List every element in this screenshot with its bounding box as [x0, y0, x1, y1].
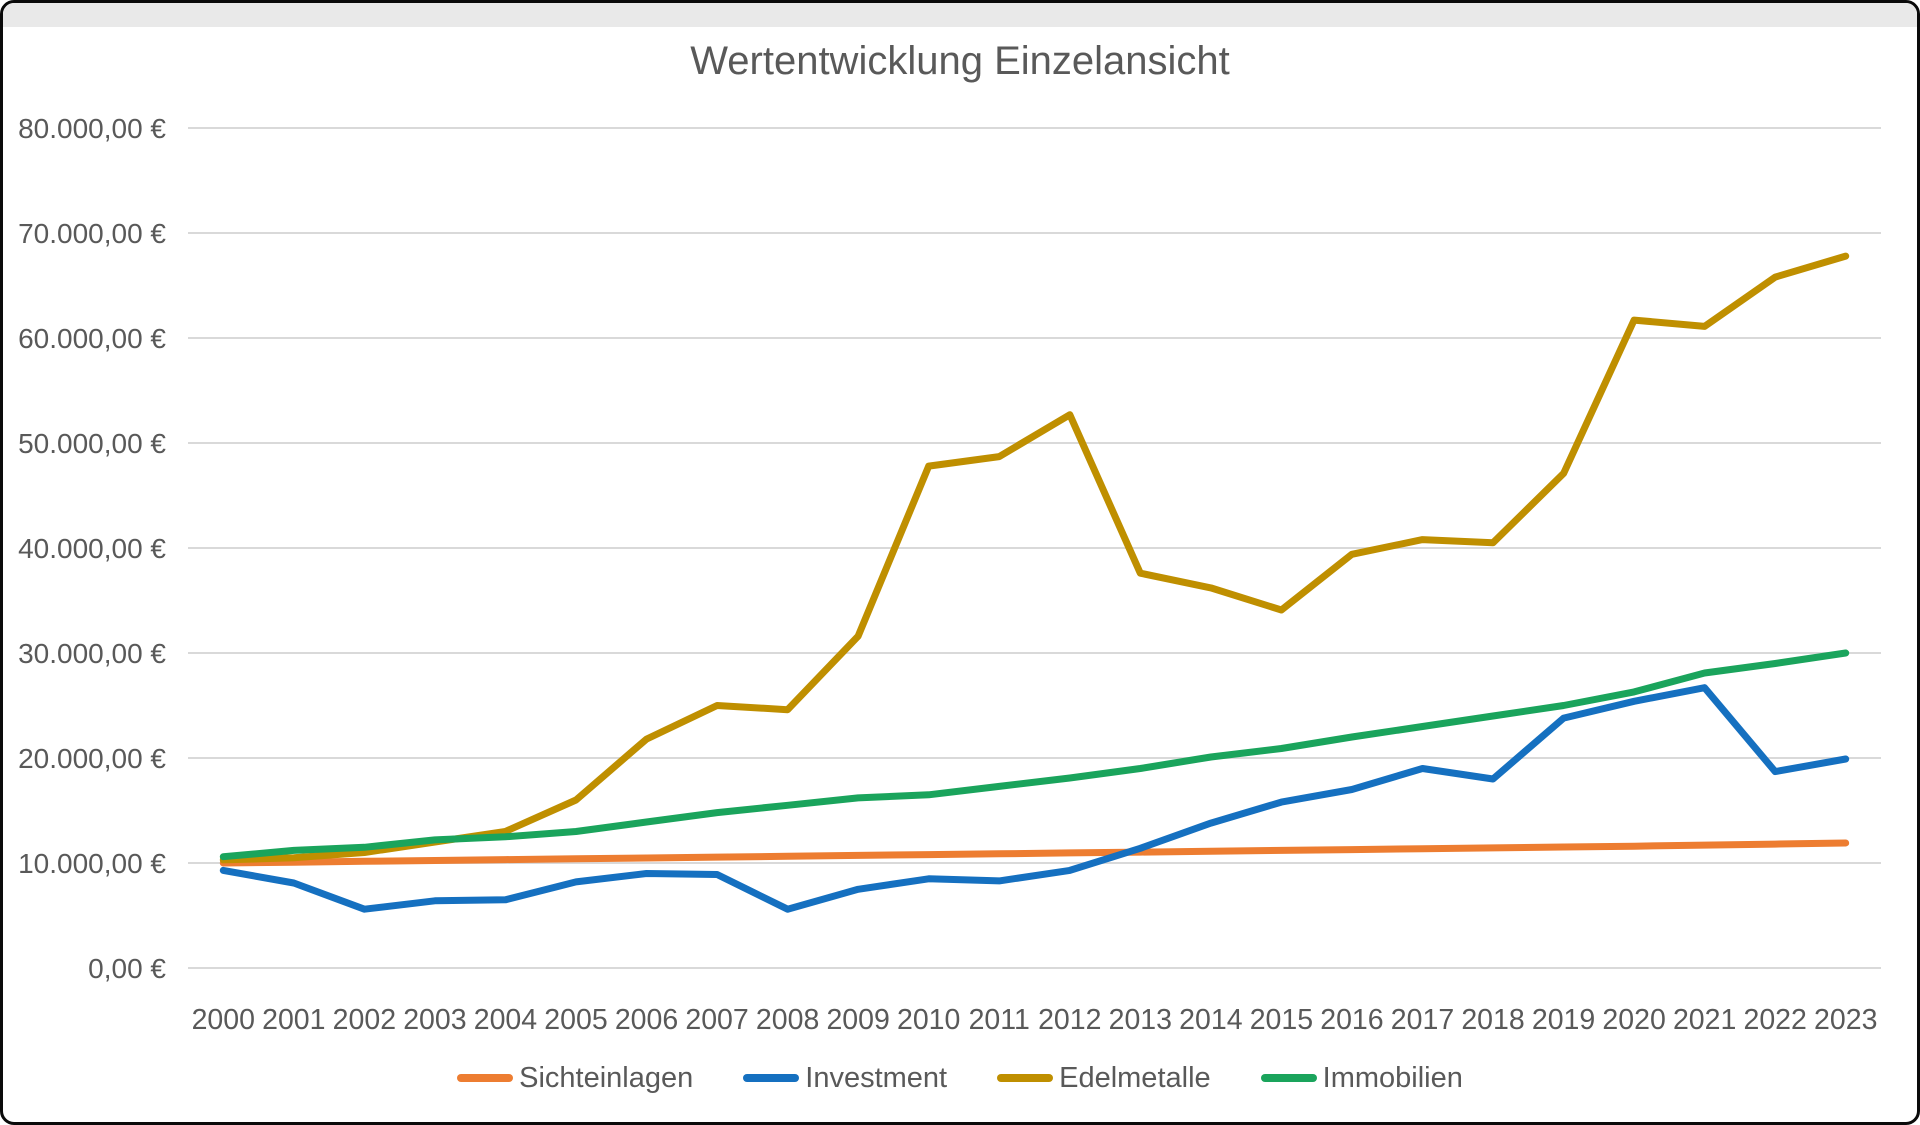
chart-title: Wertentwicklung Einzelansicht — [690, 39, 1230, 83]
x-axis-year-label: 2018 — [1461, 1004, 1524, 1036]
x-axis-year-label: 2021 — [1673, 1004, 1736, 1036]
x-axis-year-label: 2004 — [474, 1004, 538, 1036]
series-line-investment — [219, 684, 1850, 913]
x-axis-year-label: 2010 — [897, 1004, 960, 1036]
legend-item-edelmetalle: Edelmetalle — [997, 1062, 1211, 1095]
legend-label: Sichteinlagen — [519, 1061, 694, 1094]
legend-color-dash — [743, 1074, 800, 1082]
legend-item-investment: Investment — [743, 1062, 947, 1095]
x-axis-year-label: 2016 — [1320, 1004, 1383, 1036]
y-axis-tick-label: 40.000,00 € — [18, 533, 166, 564]
series-line-edelmetalle — [219, 252, 1850, 864]
x-axis-year-label: 2022 — [1743, 1004, 1806, 1036]
x-axis-year-label: 2017 — [1391, 1004, 1454, 1036]
y-axis-tick-label: 80.000,00 € — [18, 113, 166, 144]
x-axis-year-label: 2008 — [756, 1004, 819, 1036]
legend-color-dash — [457, 1074, 514, 1082]
legend-label: Edelmetalle — [1059, 1061, 1211, 1094]
x-axis-year-label: 2009 — [826, 1004, 889, 1036]
y-axis-tick-label: 60.000,00 € — [18, 323, 166, 354]
x-axis-year-label: 2002 — [333, 1004, 396, 1036]
series-line-immobilien — [219, 649, 1850, 861]
x-axis-year-label: 2014 — [1179, 1004, 1243, 1036]
line-chart-plot: 0,00 € 10.000,00 € 20.000,00 € 30.000,00 € 4… — [18, 113, 1881, 1036]
x-axis-year-label: 2005 — [544, 1004, 607, 1036]
x-axis-year-label: 2020 — [1602, 1004, 1665, 1036]
x-axis-year-label: 2023 — [1814, 1004, 1877, 1036]
legend-color-dash — [997, 1074, 1054, 1082]
x-axis-year-label: 2003 — [403, 1004, 466, 1036]
y-axis-tick-label: 10.000,00 € — [18, 848, 166, 879]
legend-color-dash — [1260, 1074, 1317, 1082]
x-axis-year-label: 2001 — [262, 1004, 325, 1036]
y-axis-tick-label: 50.000,00 € — [18, 428, 166, 459]
x-axis-year-label: 2000 — [192, 1004, 255, 1036]
y-axis-tick-label: 70.000,00 € — [18, 218, 166, 249]
x-axis-year-label: 2007 — [685, 1004, 748, 1036]
legend-item-immobilien: Immobilien — [1260, 1061, 1463, 1095]
y-axis-tick-label: 0,00 € — [88, 953, 166, 984]
x-axis-year-label: 2011 — [969, 1004, 1030, 1036]
legend-label: Investment — [805, 1061, 948, 1094]
y-axis-tick-label: 20.000,00 € — [18, 743, 166, 774]
y-axis-tick-label: 30.000,00 € — [18, 638, 166, 669]
window-top-strip — [3, 3, 1917, 27]
chart-legend: Sichteinlagen Investment Edelmetalle Immobi… — [3, 1055, 1917, 1101]
series-line-sichteinlagen — [219, 839, 1850, 867]
x-axis-year-label: 2019 — [1532, 1004, 1595, 1036]
x-axis-year-label: 2013 — [1109, 1004, 1172, 1036]
x-axis-year-label: 2006 — [615, 1004, 678, 1036]
legend-label: Immobilien — [1322, 1061, 1463, 1094]
x-axis-year-label: 2012 — [1038, 1004, 1101, 1036]
x-axis-year-label: 2015 — [1250, 1004, 1313, 1036]
legend-item-sichteinlagen: Sichteinlagen — [457, 1062, 693, 1095]
